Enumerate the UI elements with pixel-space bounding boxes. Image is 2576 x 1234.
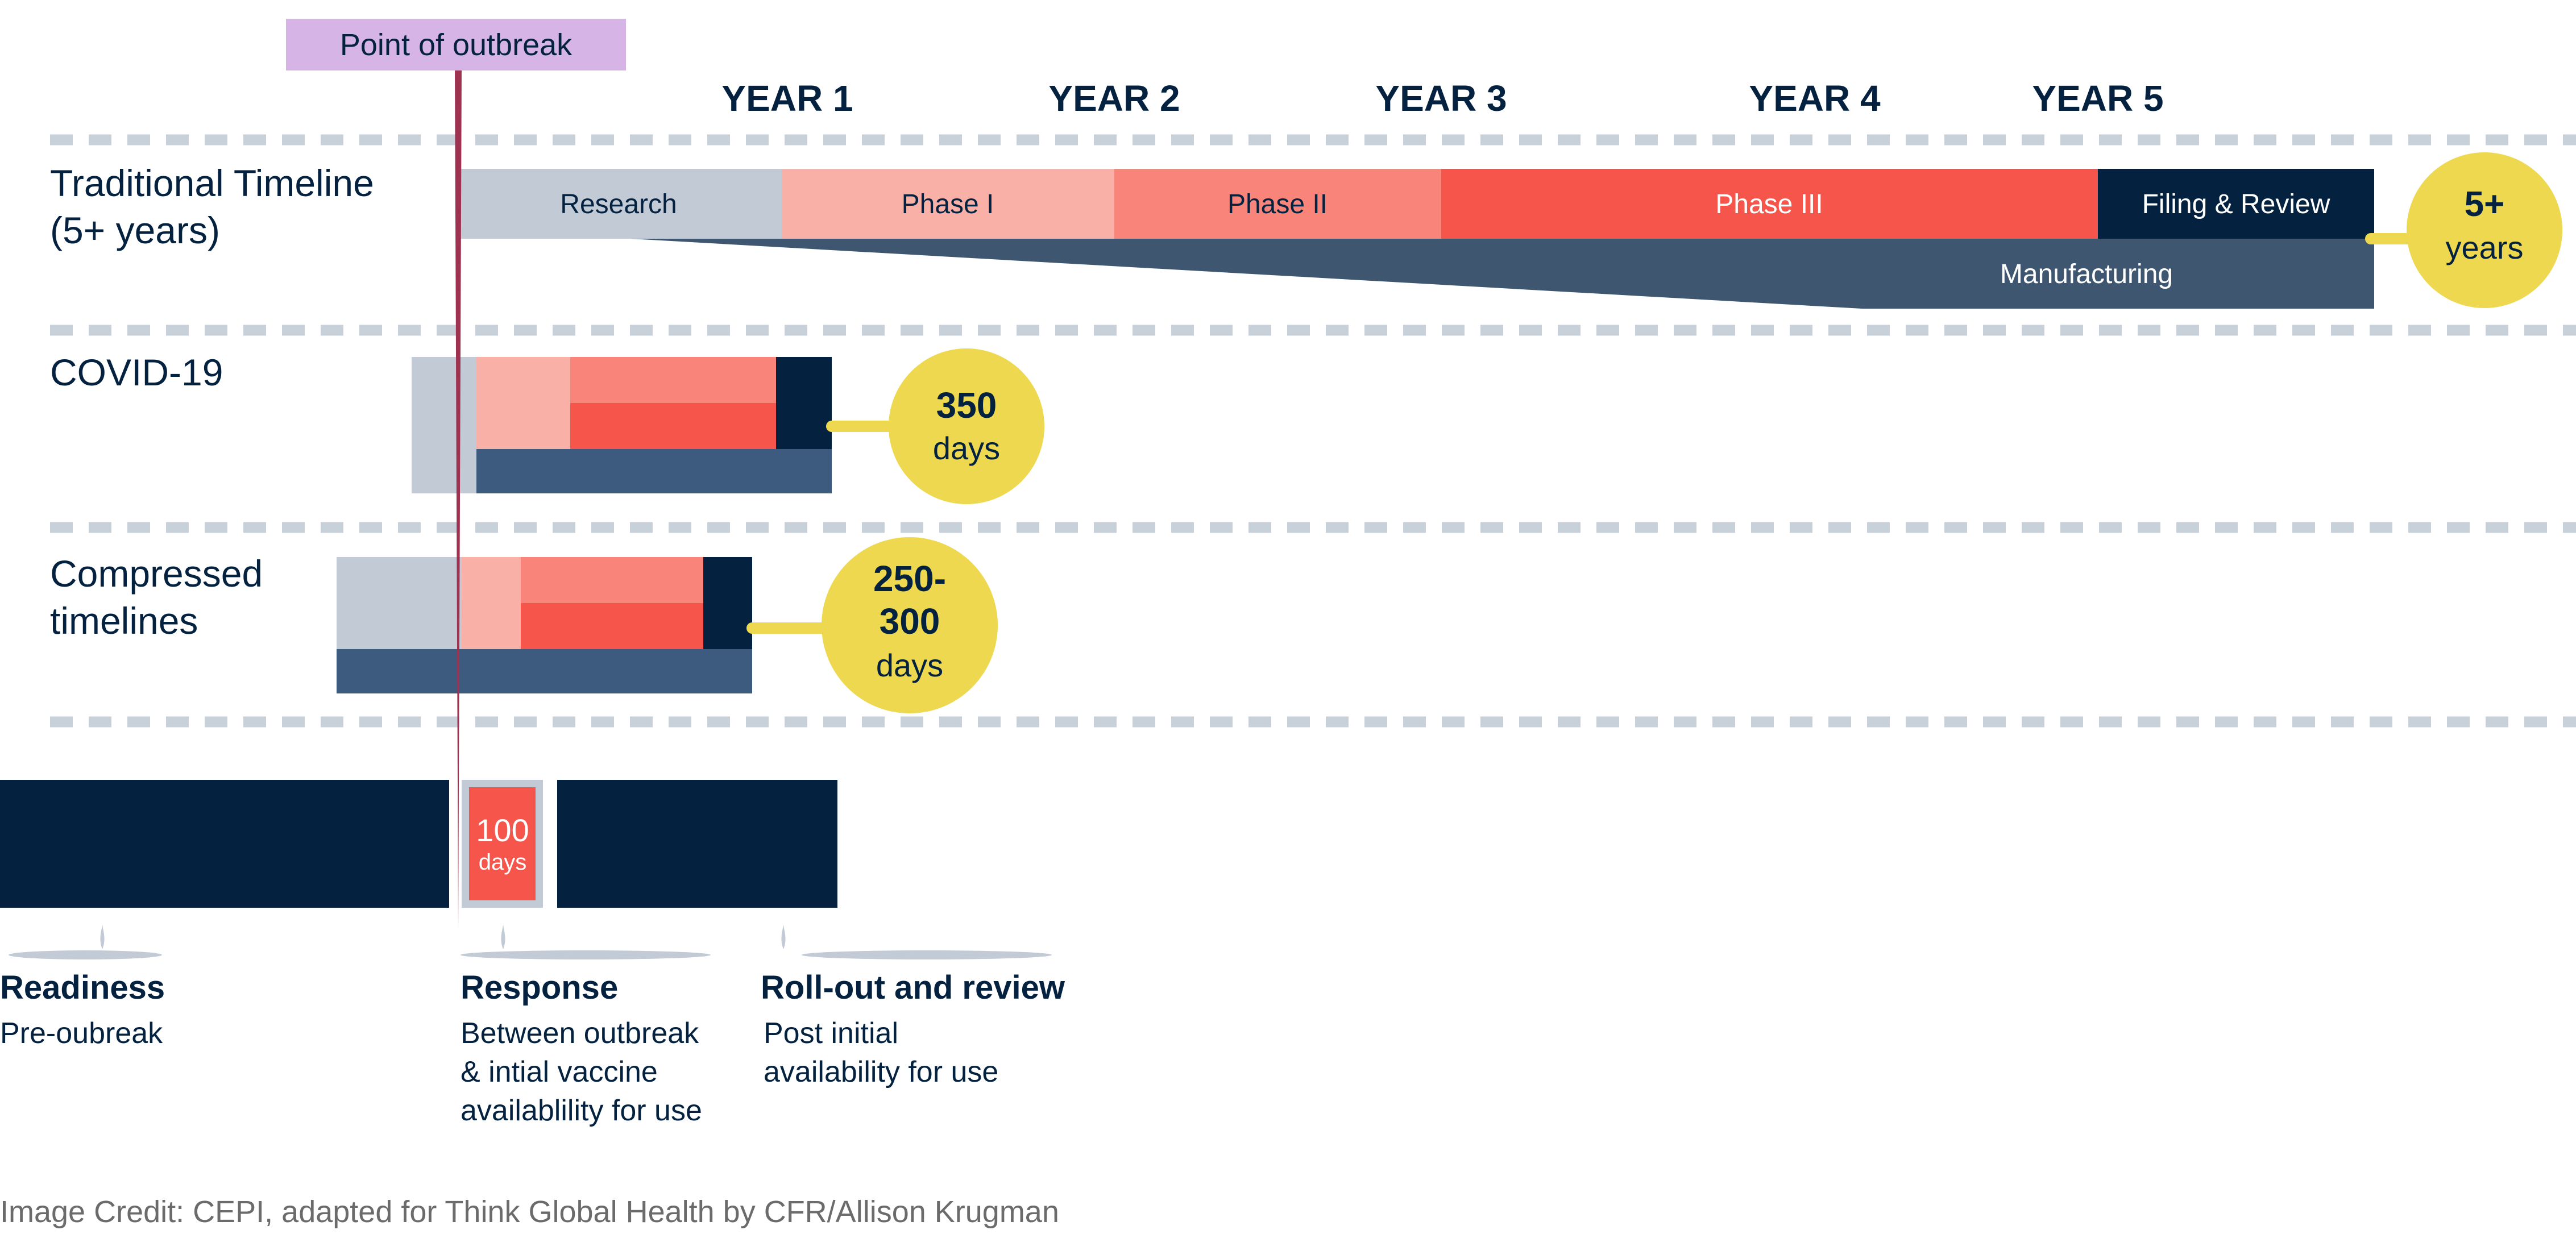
phase3-label: Phase III — [1715, 189, 1823, 219]
manufacturing-bar — [631, 239, 2374, 309]
compressed-phase2-bar — [521, 557, 703, 603]
covid-phase1-bar — [476, 357, 570, 449]
readiness-title: Readiness — [0, 969, 165, 1006]
traditional-badge — [2407, 152, 2562, 308]
hundred-days-inner — [469, 787, 536, 900]
covid-phase3-bar — [570, 403, 776, 449]
year-1-label: YEAR 1 — [721, 78, 853, 119]
rollout-pointer-base — [802, 950, 1052, 959]
response-desc-line3: availablility for use — [461, 1094, 702, 1127]
compressed-badge — [822, 537, 998, 713]
image-credit: Image Credit: CEPI, adapted for Think Gl… — [0, 1195, 1059, 1229]
row-labels: Traditional Timeline (5+ years) COVID-19… — [50, 162, 374, 642]
response-desc-line1: Between outbreak — [461, 1017, 699, 1050]
filing-review-label: Filing & Review — [2142, 189, 2330, 219]
compressed-label-line1: Compressed — [50, 552, 263, 595]
hundred-days-line1: 100 — [476, 812, 529, 848]
compressed-badge-line1: 250- — [873, 558, 946, 599]
traditional-badge-line2: years — [2446, 230, 2524, 265]
covid-filing-bar — [776, 357, 832, 449]
outbreak-label: Point of outbreak — [340, 28, 573, 62]
covid-label: COVID-19 — [50, 351, 223, 393]
covid-manufacturing-bar — [476, 449, 832, 493]
readiness-desc-line1: Pre-oubreak — [0, 1017, 163, 1050]
rollout-title: Roll-out and review — [761, 969, 1065, 1006]
rollout-desc-line2: availability for use — [764, 1056, 998, 1088]
stage-descriptions: Readiness Pre-oubreak Response Between o… — [0, 969, 1065, 1127]
traditional-label-line1: Traditional Timeline — [50, 162, 374, 204]
rollout-desc-line1: Post initial — [764, 1017, 898, 1050]
readiness-pointer-tip — [100, 924, 105, 949]
compressed-filing-bar — [703, 557, 752, 649]
covid-research-bar — [412, 357, 476, 493]
covid-badge-line1: 350 — [936, 385, 997, 426]
readiness-pointer-base — [9, 950, 162, 959]
stage-bars: 100 days — [0, 780, 837, 908]
response-pointer-base — [461, 950, 711, 959]
phase2-label: Phase II — [1227, 189, 1328, 219]
traditional-label-line2: (5+ years) — [50, 209, 220, 251]
outbreak-label-box — [286, 19, 626, 70]
year-headers: YEAR 1 YEAR 2 YEAR 3 YEAR 4 YEAR 5 — [721, 78, 2163, 119]
compressed-phase3-bar — [521, 603, 703, 649]
response-desc-line2: & intial vaccine — [461, 1056, 658, 1088]
response-title: Response — [461, 969, 618, 1006]
outbreak-line — [455, 65, 462, 929]
year-5-label: YEAR 5 — [2032, 78, 2163, 119]
phase3-bar — [1441, 169, 2098, 239]
outbreak-marker: Point of outbreak — [286, 19, 626, 929]
readiness-bar — [0, 780, 449, 908]
traditional-badge-line1: 5+ — [2465, 185, 2505, 224]
compressed-badge-line2: 300 — [880, 601, 940, 642]
compressed-timeline: 250- 300 days — [337, 537, 998, 713]
covid-timeline: 350 days — [412, 348, 1044, 504]
row-dividers — [50, 134, 2576, 728]
year-2-label: YEAR 2 — [1048, 78, 1180, 119]
compressed-manufacturing-bar — [337, 649, 752, 693]
covid-badge — [889, 348, 1044, 504]
phase1-label: Phase I — [902, 189, 994, 219]
rollout-pointer-tip — [781, 924, 786, 949]
research-label: Research — [560, 189, 677, 219]
manufacturing-label: Manufacturing — [2000, 259, 2173, 289]
phase2-bar — [1114, 169, 1441, 239]
compressed-badge-line3: days — [876, 647, 943, 683]
stage-pointers — [9, 924, 1052, 959]
research-bar — [458, 169, 782, 239]
compressed-phase1-bar — [462, 557, 521, 649]
covid-badge-line2: days — [933, 430, 1000, 466]
phase1-bar — [782, 169, 1114, 239]
hundred-days-line2: days — [479, 850, 527, 875]
year-3-label: YEAR 3 — [1375, 78, 1507, 119]
response-pointer-tip — [501, 924, 505, 949]
filing-review-bar — [2098, 169, 2374, 239]
rollout-bar — [557, 780, 837, 908]
covid-phase2-bar — [570, 357, 776, 403]
traditional-timeline: Research Phase I Phase II Phase III Fili… — [458, 152, 2562, 309]
compressed-label-line2: timelines — [50, 600, 198, 642]
year-4-label: YEAR 4 — [1749, 78, 1881, 119]
